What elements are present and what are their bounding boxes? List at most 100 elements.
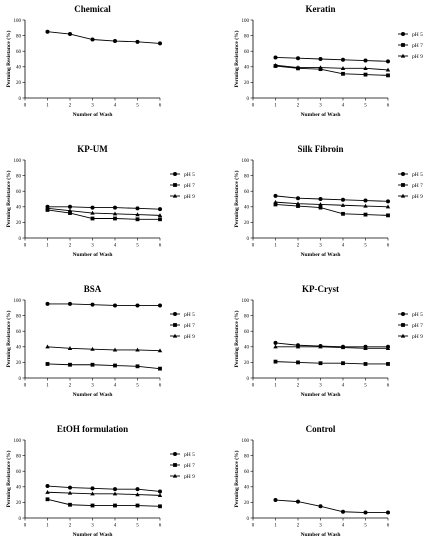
data-point [318,57,323,61]
series [273,62,391,72]
y-axis-label: Perming Resistance (%) [233,450,240,507]
data-point [135,492,140,497]
y-tick-label: 40 [244,486,250,491]
data-point [90,362,95,367]
data-point [296,204,300,208]
y-tick-label: 0 [247,237,250,242]
series [273,344,391,350]
data-point [363,212,368,217]
data-point [45,484,50,489]
series-line [275,201,389,208]
legend-marker [173,323,177,327]
data-point [112,347,118,352]
x-tick-label: 0 [24,104,27,109]
data-point [296,56,300,61]
y-tick-label: 40 [16,486,22,491]
data-point [113,503,117,508]
data-point [90,37,95,42]
data-point [341,71,345,76]
x-tick-label: 2 [297,524,300,529]
data-point [386,510,390,515]
data-point [158,366,162,371]
y-tick-label: 40 [16,206,22,211]
x-tick-label: 6 [159,384,162,389]
x-axis-label: Number of Wash [73,532,113,538]
data-point [341,57,345,62]
y-tick-label: 0 [247,377,250,382]
y-tick-label: 20 [16,501,22,506]
legend-label: pH 9 [184,334,195,340]
chart-panel: BSA 0 20 40 60 80 100 0 1 2 3 4 5 6 Number of Wash Perm… [5,284,195,398]
data-point [341,509,345,514]
y-tick-label: 80 [244,34,250,39]
y-tick-label: 40 [244,206,250,211]
series [45,484,162,494]
data-point [67,208,73,213]
x-tick-label: 4 [342,104,345,109]
y-tick-label: 0 [19,237,22,242]
x-tick-label: 3 [319,524,322,529]
y-tick-label: 20 [244,221,250,226]
chart-title: KP-Cryst [302,284,339,294]
x-axis-label: Number of Wash [73,392,113,398]
series-line [275,499,388,513]
legend-label: pH 7 [412,323,423,329]
y-tick-label: 100 [14,299,22,304]
data-point [295,201,301,206]
data-point [318,205,323,210]
series [273,64,390,78]
data-point [273,340,278,345]
data-point [273,498,278,503]
chart-title: Keratin [306,4,336,14]
data-point [68,211,72,215]
x-tick-label: 5 [364,524,367,529]
x-tick-label: 4 [114,524,117,529]
x-tick-label: 5 [136,244,139,249]
data-point [363,510,368,515]
series [45,497,162,509]
legend-marker [401,172,405,176]
x-tick-label: 4 [114,244,117,249]
data-point [296,196,300,201]
x-tick-label: 1 [46,384,49,389]
data-point [386,362,390,366]
data-point [158,489,162,494]
x-tick-label: 3 [91,104,94,109]
data-point [157,213,163,217]
x-tick-label: 2 [297,244,300,249]
series-line [47,346,161,352]
data-point [90,503,95,508]
data-point [363,66,368,70]
series-line [47,498,161,507]
data-point [158,303,162,308]
data-point [295,344,301,349]
data-point [273,199,278,204]
data-point [363,58,368,63]
x-tick-label: 4 [114,104,117,109]
y-tick-label: 0 [19,97,22,102]
legend-marker [401,183,405,187]
data-point [386,199,390,204]
series [45,29,162,46]
data-point [386,59,390,64]
series-line [47,485,161,492]
x-tick-label: 1 [274,244,277,249]
legend-label: pH 9 [412,334,423,340]
legend-label: pH 9 [412,54,423,60]
x-tick-label: 3 [319,384,322,389]
data-point [45,29,50,34]
data-point [90,205,95,210]
series [273,55,390,64]
data-point [158,41,162,46]
y-tick-label: 100 [14,439,22,444]
y-tick-label: 40 [16,346,22,351]
data-point [135,364,140,369]
legend-label: pH 5 [184,312,195,318]
y-tick-label: 80 [244,174,250,179]
y-tick-label: 40 [244,66,250,71]
data-point [158,217,162,222]
legend-marker [400,53,406,58]
data-point [318,65,323,70]
data-point [45,497,50,502]
series [273,193,390,204]
